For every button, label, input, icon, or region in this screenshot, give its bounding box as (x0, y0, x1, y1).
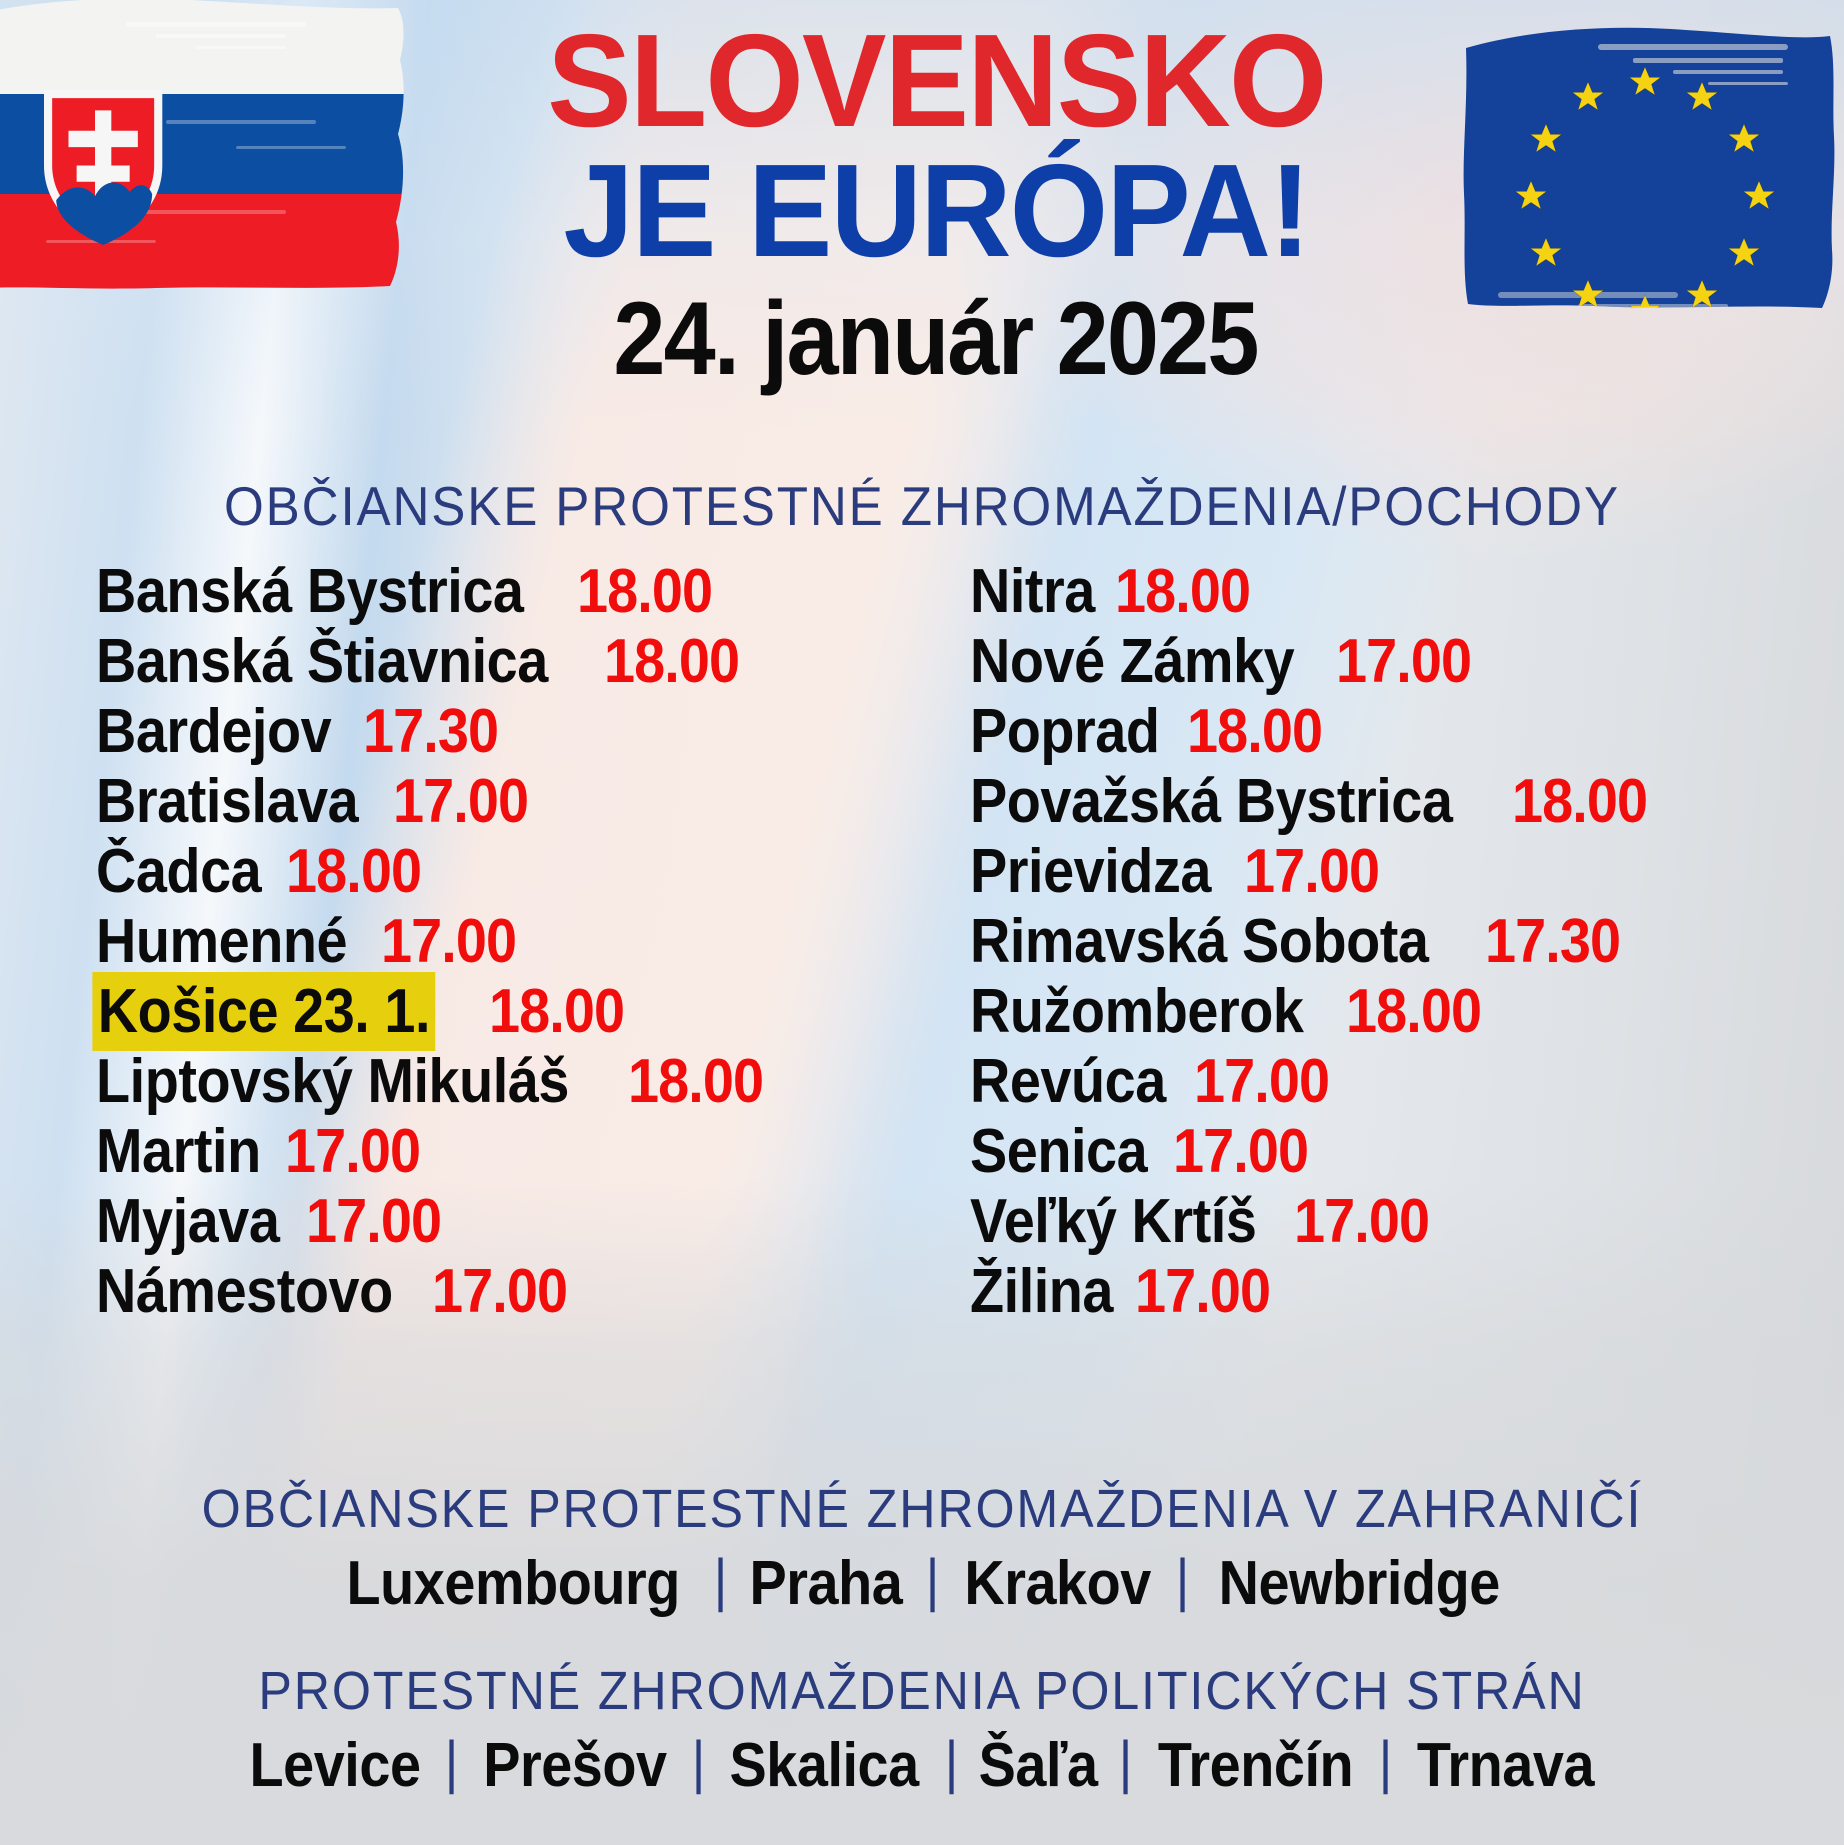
city-time: 18.00 (285, 837, 422, 906)
city-row: Čadca 18.00 (96, 836, 970, 906)
city-row: Poprad 18.00 (970, 696, 1844, 766)
city-row: Liptovský Mikuláš 18.00 (96, 1046, 970, 1116)
city-time: 17.00 (1193, 1047, 1330, 1116)
city-column-right: Nitra 18.00 Nové Zámky 17.00 Poprad 18.00 Pova… (970, 556, 1844, 1326)
list-item: Praha (749, 1549, 903, 1618)
city-name: Poprad (970, 697, 1160, 766)
city-row: Rimavská Sobota 17.30 (970, 906, 1844, 976)
city-row: Námestovo 17.00 (96, 1256, 970, 1326)
city-time: 18.00 (1114, 557, 1251, 626)
section-heading-abroad: OBČIANSKE PROTESTNÉ ZHROMAŽDENIA V ZAHRA… (201, 1479, 1643, 1539)
list-separator: | (691, 1730, 706, 1795)
section-heading-parties: PROTESTNÉ ZHROMAŽDENIA POLITICKÝCH STRÁN (258, 1661, 1586, 1721)
city-time: 17.00 (1294, 1187, 1430, 1256)
city-name-highlighted: Košice 23. 1. (96, 976, 432, 1047)
list-item: Krakov (963, 1549, 1151, 1618)
city-row: Žilina 17.00 (970, 1256, 1844, 1326)
list-separator: | (944, 1730, 958, 1795)
city-time: 18.00 (627, 1047, 764, 1116)
city-row: Nové Zámky 17.00 (970, 626, 1844, 696)
city-time: 17.00 (305, 1187, 442, 1256)
city-name: Námestovo (96, 1257, 393, 1326)
city-name: Banská Štiavnica (96, 627, 548, 696)
city-row: Považská Bystrica 18.00 (970, 766, 1844, 836)
list-item: Šaľa (978, 1731, 1098, 1800)
city-name: Banská Bystrica (96, 557, 524, 626)
list-item: Newbridge (1219, 1549, 1501, 1618)
list-item: Levice (249, 1731, 421, 1800)
list-separator: | (1378, 1730, 1393, 1795)
city-row: Martin 17.00 (96, 1116, 970, 1186)
city-time: 17.00 (1336, 627, 1472, 696)
city-row: Banská Štiavnica 18.00 (96, 626, 970, 696)
city-time: 17.00 (1134, 1257, 1271, 1326)
city-name: Liptovský Mikuláš (96, 1047, 570, 1116)
city-time: 18.00 (1186, 697, 1323, 766)
city-row: Bardejov 17.30 (96, 696, 970, 766)
list-item: Luxembourg (346, 1549, 681, 1618)
city-name: Čadca (96, 837, 262, 906)
city-row: Nitra 18.00 (970, 556, 1844, 626)
parties-city-list: Levice | Prešov | Skalica | Šaľa | Trenčín | Trnav… (0, 1730, 1844, 1801)
city-time: 18.00 (577, 557, 713, 626)
city-row: Senica 17.00 (970, 1116, 1844, 1186)
city-name: Bratislava (96, 767, 359, 836)
background-bottom-fade (0, 1180, 1844, 1845)
city-row: Myjava 17.00 (96, 1186, 970, 1256)
eu-flag-icon (1463, 27, 1835, 308)
city-name: Senica (970, 1117, 1148, 1186)
list-separator: | (445, 1730, 459, 1795)
city-name: Myjava (96, 1187, 280, 1256)
city-name: Humenné (96, 907, 348, 976)
abroad-city-list: Luxembourg | Praha | Krakov | Newbridge (0, 1548, 1844, 1619)
list-item: Skalica (729, 1731, 920, 1800)
city-time: 17.00 (431, 1257, 568, 1326)
list-item: Trenčín (1157, 1731, 1354, 1800)
slovak-flag-icon (0, 0, 404, 289)
city-row: Humenné 17.00 (96, 906, 970, 976)
list-separator: | (925, 1548, 940, 1613)
city-row: Veľký Krtíš 17.00 (970, 1186, 1844, 1256)
city-time: 17.30 (1485, 907, 1621, 976)
city-row: Revúca 17.00 (970, 1046, 1844, 1116)
city-column-left: Banská Bystrica 18.00 Banská Štiavnica 18.0… (96, 556, 970, 1326)
city-time: 18.00 (604, 627, 740, 696)
city-name: Žilina (970, 1257, 1114, 1326)
list-separator: | (1119, 1730, 1133, 1795)
city-time: 18.00 (489, 977, 625, 1046)
city-name: Revúca (970, 1047, 1166, 1116)
city-time: 18.00 (1512, 767, 1648, 836)
list-item: Prešov (483, 1731, 667, 1800)
city-time: 17.30 (363, 697, 499, 766)
list-separator: | (713, 1548, 727, 1613)
city-time: 18.00 (1346, 977, 1482, 1046)
city-name: Ružomberok (970, 977, 1304, 1046)
list-separator: | (1175, 1548, 1190, 1613)
city-name: Považská Bystrica (970, 767, 1453, 836)
city-time: 17.00 (393, 767, 529, 836)
section-heading-civic: OBČIANSKE PROTESTNÉ ZHROMAŽDENIA/POCHODY (224, 475, 1620, 537)
city-name: Prievidza (970, 837, 1211, 906)
city-row: Banská Bystrica 18.00 (96, 556, 970, 626)
city-row: Ružomberok 18.00 (970, 976, 1844, 1046)
city-name: Nové Zámky (970, 627, 1295, 696)
city-row: Prievidza 17.00 (970, 836, 1844, 906)
city-time: 17.00 (285, 1117, 421, 1186)
city-time: 17.00 (1172, 1117, 1309, 1186)
city-columns: Banská Bystrica 18.00 Banská Štiavnica 18.0… (0, 556, 1844, 1326)
city-row: Košice 23. 1. 18.00 (96, 976, 970, 1047)
city-name: Nitra (970, 557, 1095, 626)
city-name: Martin (96, 1117, 261, 1186)
city-time: 17.00 (1243, 837, 1380, 906)
city-name: Veľký Krtíš (970, 1187, 1257, 1256)
city-row: Bratislava 17.00 (96, 766, 970, 836)
city-name: Rimavská Sobota (970, 907, 1429, 976)
city-time: 17.00 (380, 907, 517, 976)
city-name: Bardejov (96, 697, 332, 766)
list-item: Trnava (1416, 1731, 1594, 1800)
